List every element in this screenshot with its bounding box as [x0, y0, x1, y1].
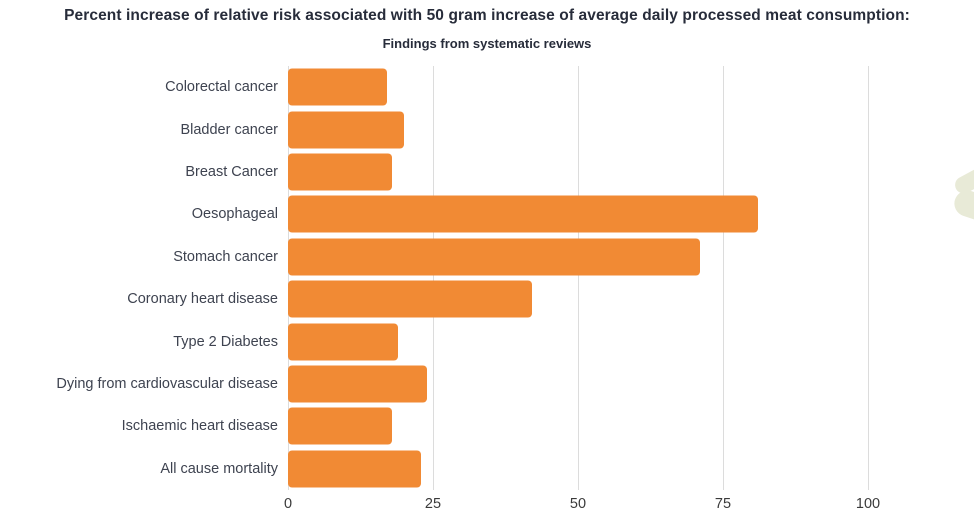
x-axis-tick-label: 25 [424, 496, 442, 512]
gridline [578, 66, 579, 490]
category-label: Dying from cardiovascular disease [56, 376, 278, 393]
chart-title: Percent increase of relative risk associ… [64, 7, 910, 24]
chart-row: Breast Cancer [0, 151, 955, 193]
category-label: Breast Cancer [185, 164, 278, 181]
bar-track [288, 320, 955, 362]
gridline [433, 66, 434, 490]
x-axis-tick-label: 0 [283, 496, 293, 512]
category-label: Stomach cancer [173, 248, 278, 265]
chart-row: Bladder cancer [0, 108, 955, 150]
gridline [868, 66, 869, 490]
bar [288, 365, 428, 403]
category-label: Colorectal cancer [165, 79, 278, 96]
bar [288, 407, 393, 445]
chart-row: Type 2 Diabetes [0, 320, 955, 362]
bar-track [288, 66, 955, 108]
chart-row: Coronary heart disease [0, 278, 955, 320]
category-label: Coronary heart disease [127, 291, 278, 308]
x-axis-tick-label: 50 [569, 496, 587, 512]
bar [288, 195, 758, 233]
chart-row: Ischaemic heart disease [0, 405, 955, 447]
bar [288, 450, 422, 488]
bar-track [288, 151, 955, 193]
chart-row: Oesophageal [0, 193, 955, 235]
gridline [723, 66, 724, 490]
bar-track [288, 236, 955, 278]
bar-track [288, 278, 955, 320]
bar-track [288, 448, 955, 490]
chart-row: Dying from cardiovascular disease [0, 363, 955, 405]
bar [288, 280, 532, 318]
category-label: Ischaemic heart disease [121, 418, 278, 435]
x-axis-tick-label: 100 [855, 496, 881, 512]
plot-gridlines [288, 66, 955, 490]
chart-row: Stomach cancer [0, 236, 955, 278]
category-label: Bladder cancer [180, 121, 278, 138]
category-label: Type 2 Diabetes [173, 333, 278, 350]
bar-track [288, 363, 955, 405]
bar [288, 153, 393, 191]
chart-row: All cause mortality [0, 448, 955, 490]
bar-track [288, 193, 955, 235]
chart-row: Colorectal cancer [0, 66, 955, 108]
gridline [288, 66, 289, 490]
x-axis: 0 25 50 75 100 [284, 496, 955, 516]
chart-subtitle: Findings from systematic reviews [382, 36, 592, 51]
bar-track [288, 108, 955, 150]
bar-track [288, 405, 955, 447]
bar [288, 323, 399, 361]
bar [288, 68, 387, 106]
bar [288, 111, 404, 149]
category-label: Oesophageal [191, 206, 278, 223]
x-axis-tick-label: 75 [714, 496, 732, 512]
category-label: All cause mortality [160, 460, 278, 477]
chart-rows: Colorectal cancer Bladder cancer Breast Ca… [0, 66, 955, 490]
bar [288, 238, 700, 276]
